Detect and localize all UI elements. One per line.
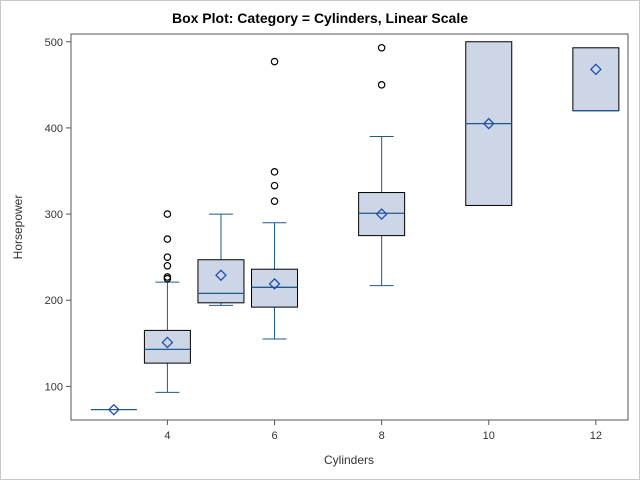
y-axis: 100 200 300 400 500 (45, 37, 71, 393)
x-tick-label: 10 (483, 430, 495, 442)
mean-marker (482, 117, 495, 130)
mean-marker (215, 269, 227, 282)
outlier-point (377, 43, 386, 52)
y-tick-label: 200 (45, 295, 63, 307)
box-series (90, 41, 620, 416)
box-iqr (358, 192, 406, 237)
box-iqr (197, 259, 245, 304)
outlier-point (163, 235, 172, 243)
box-group (90, 403, 137, 416)
outlier-point (163, 253, 172, 261)
x-tick-label: 12 (590, 430, 602, 442)
y-tick-label: 500 (45, 37, 63, 49)
mean-marker (107, 403, 120, 416)
outlier-point (270, 57, 279, 66)
box-group (197, 213, 245, 306)
outlier-point (163, 273, 172, 281)
y-axis-label: Horsepower (11, 195, 25, 260)
x-tick-label: 8 (379, 430, 385, 442)
box-group (572, 47, 620, 112)
outlier-point (163, 261, 172, 270)
box-iqr (572, 47, 620, 112)
box-group (465, 41, 513, 206)
chart-title: Box Plot: Category = Cylinders, Linear S… (171, 10, 469, 26)
outlier-point (270, 197, 279, 205)
mean-marker (375, 208, 388, 220)
x-axis: 4 6 8 10 12 (164, 420, 602, 442)
box-group (358, 43, 406, 287)
box-group (251, 57, 299, 340)
box-group (143, 210, 191, 393)
outlier-point (270, 168, 279, 176)
y-tick-label: 300 (45, 209, 63, 221)
outlier-point (377, 81, 386, 89)
y-tick-label: 100 (45, 381, 63, 393)
mean-marker (161, 336, 174, 349)
mean-marker (268, 277, 281, 290)
mean-marker (589, 63, 602, 76)
x-tick-label: 6 (271, 430, 277, 442)
outlier-point (163, 210, 172, 218)
x-tick-label: 4 (164, 430, 170, 442)
y-tick-label: 400 (45, 123, 63, 135)
x-axis-label: Cylinders (324, 453, 374, 467)
outlier-point (270, 181, 279, 190)
